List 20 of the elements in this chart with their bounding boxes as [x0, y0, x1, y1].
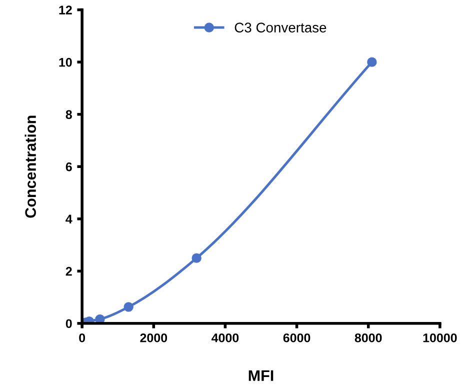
x-tick-label: 6000	[283, 333, 310, 342]
y-tick-label: 6	[66, 162, 72, 172]
legend-label: C3 Convertase	[234, 22, 326, 32]
x-tick-label: 10000	[423, 333, 457, 342]
y-tick-label: 2	[66, 266, 72, 276]
x-axis-title: MFI	[248, 370, 274, 381]
x-tick-label: 8000	[354, 333, 382, 342]
y-tick-label: 8	[66, 110, 72, 119]
y-tick-label: 10	[59, 58, 72, 67]
point	[192, 253, 202, 263]
x-tick-label: 4000	[212, 333, 239, 342]
y-tick-label: 12	[59, 6, 72, 14]
point	[367, 57, 377, 67]
y-axis-title: Concentration	[24, 116, 36, 218]
x-tick-label: 2000	[140, 333, 168, 342]
x-tick-label: 0	[79, 333, 86, 342]
point	[95, 314, 105, 324]
y-tick-label: 0	[66, 319, 72, 328]
point	[124, 302, 134, 312]
y-tick-label: 4	[66, 214, 72, 224]
